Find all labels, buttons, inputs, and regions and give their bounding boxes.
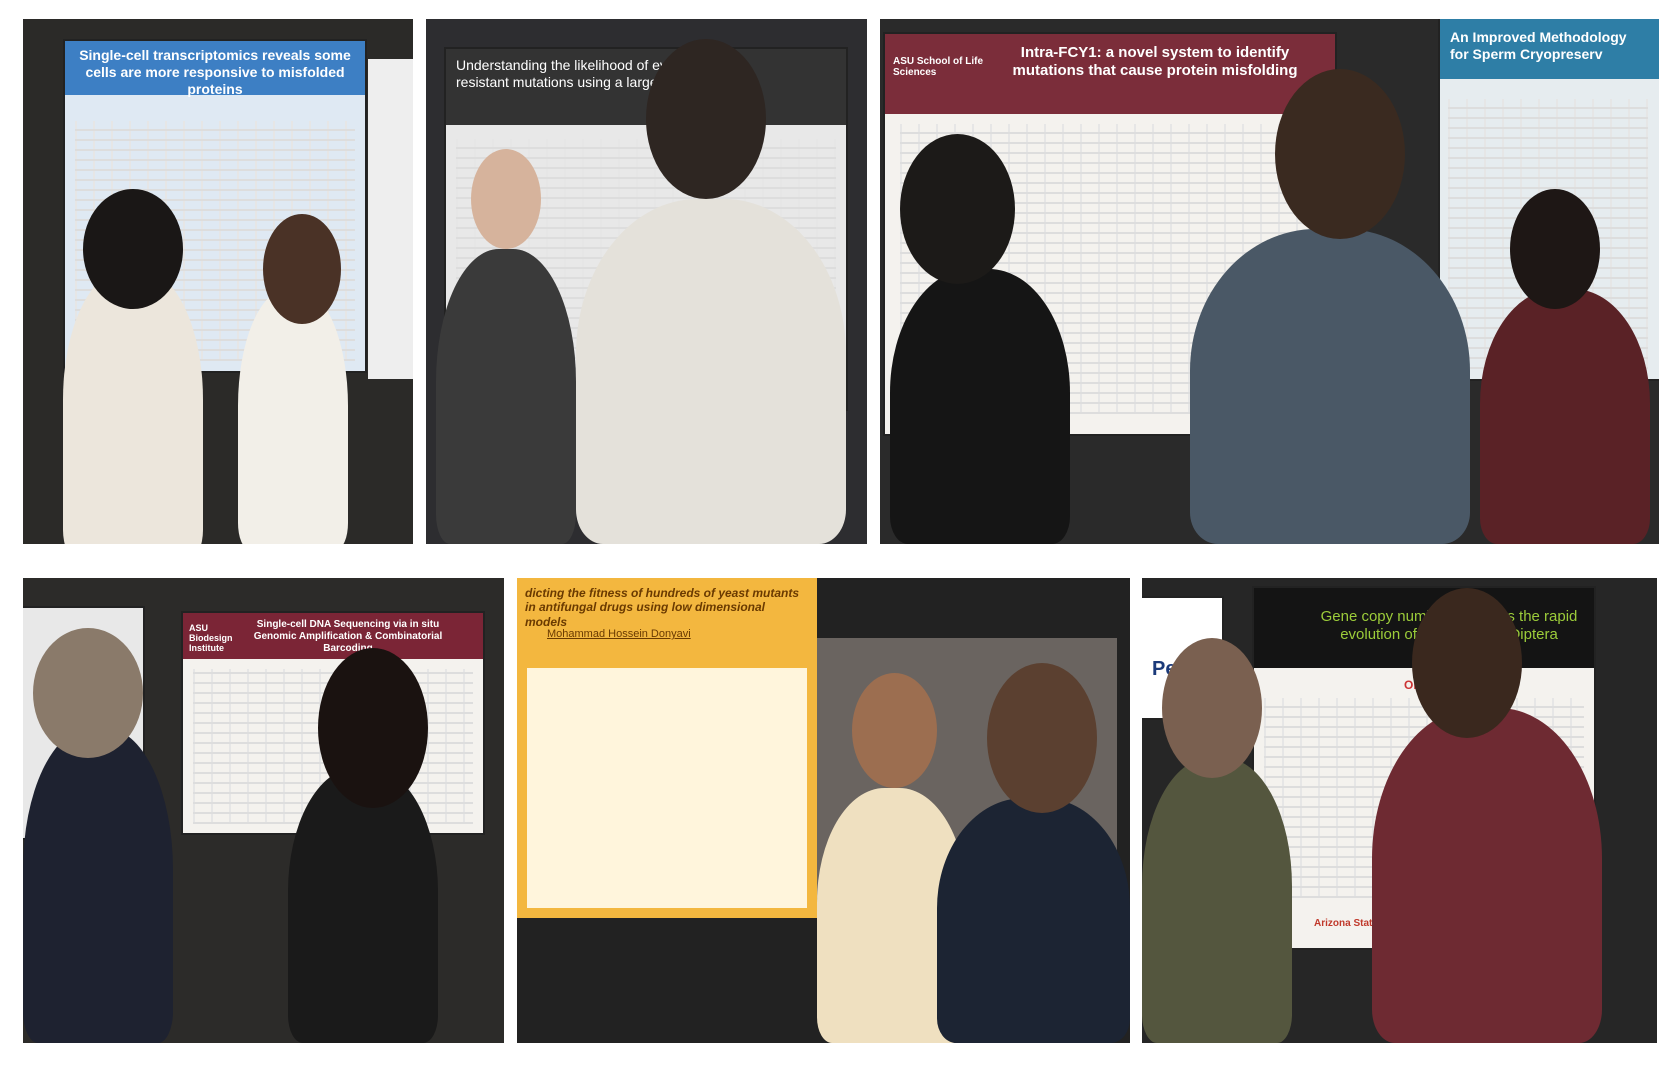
logo: ASU School of Life Sciences — [893, 56, 983, 78]
poster-title: Single-cell DNA Sequencing via in situ G… — [183, 613, 483, 659]
poster-title: An Improved Methodology for Sperm Cryopr… — [1440, 19, 1659, 79]
poster-title: dicting the fitness of hundreds of yeast… — [517, 578, 817, 629]
footer: Arizona State University — [1314, 918, 1429, 929]
logo: ASU Biodesign Institute — [189, 623, 233, 653]
photo: Single-cell transcriptomics reveals some… — [23, 19, 413, 544]
photo: Single-cell DNA Sequencing via in situ G… — [23, 578, 504, 1043]
photo: Intra-FCY1: a novel system to identify m… — [880, 19, 1659, 544]
photo: Gene copy number promotes the rapid evol… — [1142, 578, 1657, 1043]
poster-title: Understanding the likelihood of evolutio… — [456, 57, 709, 73]
author: Mohammad Hossein Donyavi — [547, 628, 691, 640]
poster-subtitle: resistant mutations using a large popula — [456, 73, 704, 90]
poster-title: Single-cell transcriptomics reveals some… — [65, 41, 365, 97]
poster: dicting the fitness of hundreds of yeast… — [517, 578, 817, 918]
photo: Understanding the likelihood of evolutio… — [426, 19, 867, 544]
photo: dicting the fitness of hundreds of yeast… — [517, 578, 1130, 1043]
poster-title: Intra-FCY1: a novel system to identify m… — [885, 34, 1335, 114]
